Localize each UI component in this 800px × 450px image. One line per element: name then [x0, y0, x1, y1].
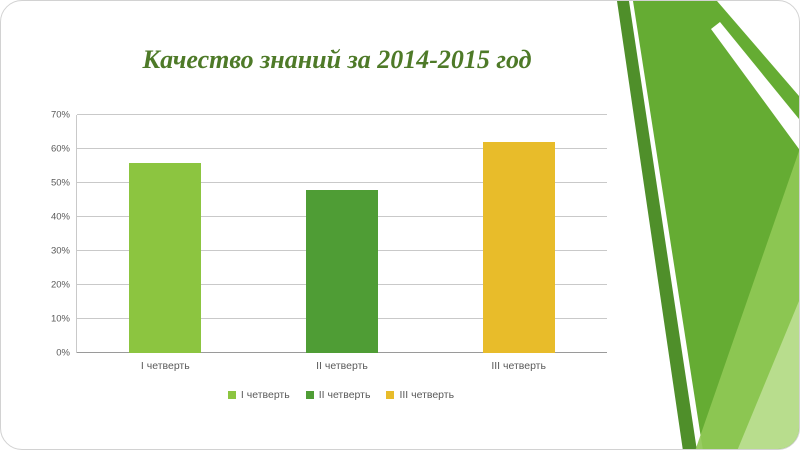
decorative-triangles	[617, 1, 799, 449]
legend-label: III четверть	[399, 389, 455, 401]
bar-1	[129, 162, 202, 353]
x-axis-label: III четверть	[491, 360, 546, 372]
bar-2	[306, 189, 378, 353]
plot-area: 0% 10% 20% 30% 40% 50% 60% 70% I четверть II четв…	[51, 110, 607, 372]
legend-swatch	[386, 391, 395, 399]
y-axis-label: 30%	[50, 245, 70, 257]
y-axis-label: 50%	[50, 177, 70, 189]
y-axis-label: 0%	[56, 347, 70, 359]
y-axis-label: 20%	[50, 279, 70, 291]
legend-label: II четверть	[318, 389, 371, 401]
decor-triangle-pale	[737, 301, 799, 449]
slide-title: Качество знаний за 2014-2015 год	[142, 45, 532, 74]
y-axis-label: 40%	[50, 211, 70, 223]
y-axis-label: 70%	[50, 109, 70, 121]
gridline	[77, 114, 607, 115]
chart-legend: I четверть II четверть III четверть	[76, 389, 606, 401]
decor-stripe-dark	[617, 1, 697, 449]
x-axis-label: I четверть	[140, 360, 190, 372]
legend-item: I четверть	[227, 389, 290, 401]
legend-label: I четверть	[240, 389, 290, 401]
x-axis-label: II четверть	[316, 360, 368, 372]
bar-3	[482, 142, 555, 353]
y-axis-label: 10%	[50, 313, 70, 325]
gridline	[77, 182, 607, 183]
decor-white-slash	[711, 22, 799, 149]
legend-item: II четверть	[305, 389, 371, 401]
legend-swatch	[305, 391, 314, 399]
bar-chart: 0% 10% 20% 30% 40% 50% 60% 70% I четверть II четв…	[41, 101, 611, 401]
legend-swatch	[227, 391, 236, 399]
gridline	[77, 148, 607, 149]
legend-item: III четверть	[386, 389, 454, 401]
y-axis-label: 60%	[50, 143, 70, 155]
